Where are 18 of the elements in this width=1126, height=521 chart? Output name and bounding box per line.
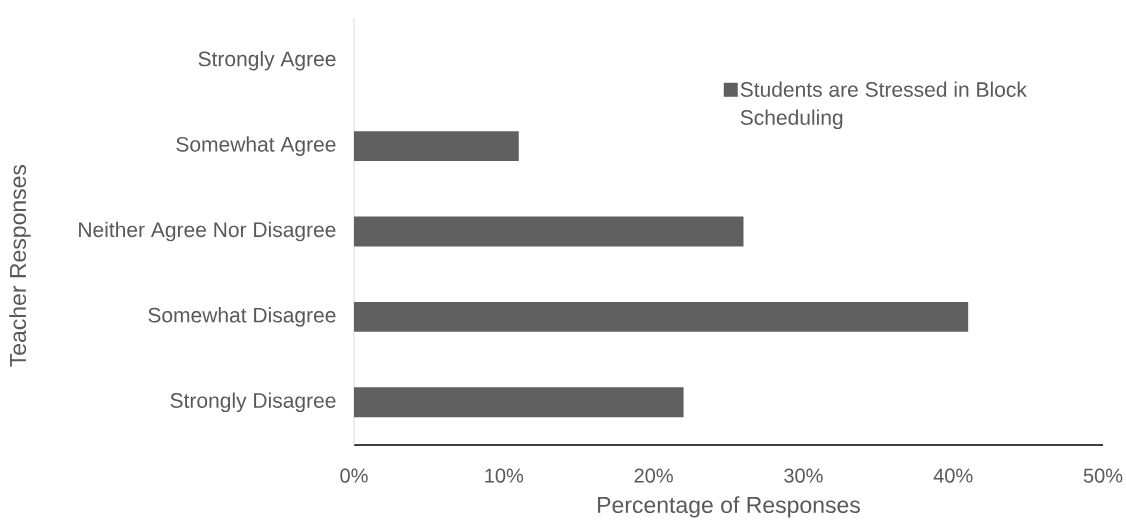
x-tick-label: 0% <box>340 468 368 483</box>
x-tick-label: 50% <box>1083 468 1123 483</box>
y-tick-label: Somewhat Agree <box>176 136 336 156</box>
y-tick-label: Strongly Disagree <box>170 392 336 413</box>
y-tick-label: Neither Agree Nor Disagree <box>79 221 336 242</box>
bar <box>354 301 969 332</box>
y-axis-title: Teacher Responses <box>9 164 31 367</box>
bar <box>354 131 519 162</box>
bar <box>354 387 684 418</box>
x-tick-label: 20% <box>634 468 673 483</box>
legend-label: Students are Stressed in Block Scheduling <box>740 81 1027 130</box>
x-tick-label: 40% <box>933 468 973 483</box>
x-axis-title: Percentage of Responses <box>598 496 860 518</box>
y-tick-label: Somewhat Disagree <box>148 307 336 327</box>
y-tick-label: Strongly Agree <box>198 50 336 71</box>
x-tick-label: 30% <box>784 468 823 483</box>
x-tick-label: 10% <box>485 468 524 483</box>
bar <box>354 216 744 247</box>
